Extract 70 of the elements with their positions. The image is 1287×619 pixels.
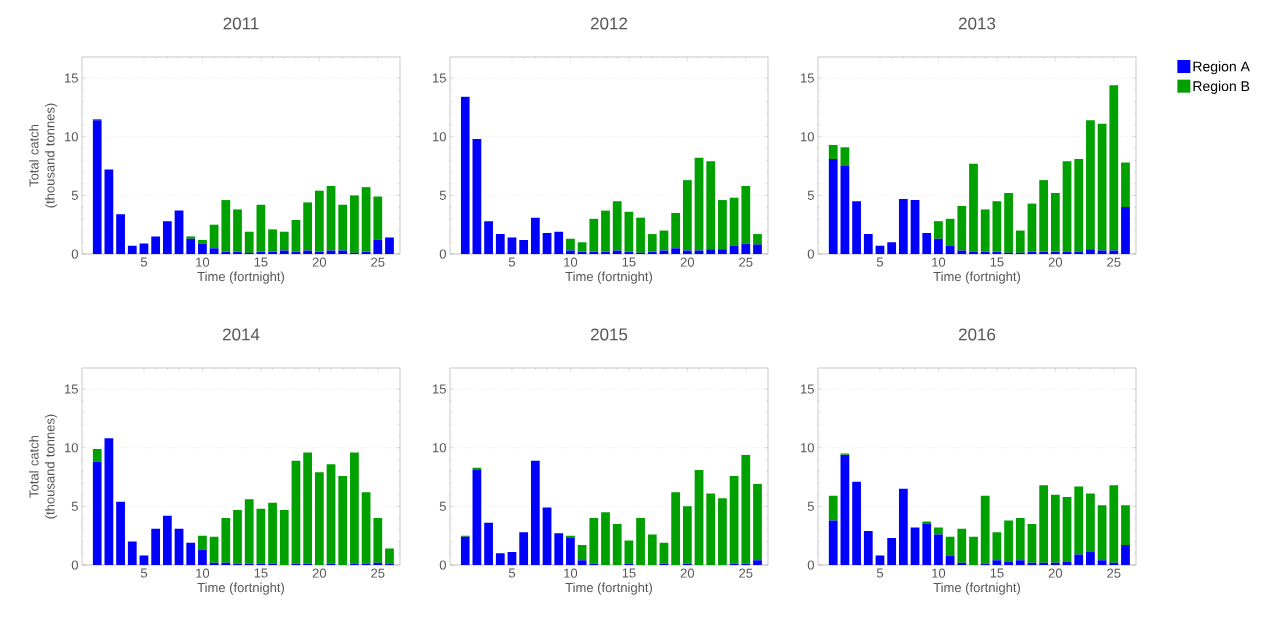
x-tick-label: 20	[312, 568, 327, 578]
y-tick-label: 0	[807, 560, 814, 570]
y-tick-label: 15	[433, 384, 446, 394]
y-tick-label: 5	[439, 501, 446, 511]
y-tick-label: 5	[71, 190, 78, 200]
x-axis-title: Time (fortnight)	[565, 582, 653, 595]
y-tick-label: 0	[71, 249, 78, 259]
x-tick-label: 25	[1107, 568, 1121, 578]
x-axis-title: Time (fortnight)	[565, 271, 653, 284]
chart-title: 2011	[223, 17, 259, 30]
x-axis-title: Time (fortnight)	[197, 582, 285, 595]
x-tick-label: 15	[254, 568, 268, 578]
x-axis-title: Time (fortnight)	[933, 582, 1021, 595]
x-tick-label: 10	[564, 568, 578, 578]
y-tick-label: 15	[65, 73, 78, 83]
chart-title: 2014	[222, 328, 260, 341]
x-tick-label: 5	[140, 568, 148, 578]
y-axis-title: Total catch (thousand tonnes)	[29, 103, 58, 208]
chart-title: 2012	[590, 17, 628, 30]
x-tick-label: 20	[680, 568, 695, 578]
x-tick-label: 25	[371, 568, 385, 578]
y-tick-label: 10	[801, 443, 814, 453]
x-tick-label: 10	[564, 257, 578, 267]
y-tick-label: 15	[801, 73, 814, 83]
legend-label: Region B	[1193, 80, 1250, 94]
x-tick-label: 15	[622, 568, 636, 578]
y-tick-label: 0	[439, 249, 446, 259]
x-tick-label: 5	[140, 257, 148, 267]
x-tick-label: 10	[196, 568, 210, 578]
x-tick-label: 5	[876, 568, 884, 578]
y-tick-label: 15	[801, 384, 814, 394]
y-tick-label: 15	[65, 384, 78, 394]
y-tick-label: 0	[71, 560, 78, 570]
x-tick-label: 15	[254, 257, 268, 267]
x-tick-label: 15	[990, 568, 1004, 578]
y-axis-title: Total catch (thousand tonnes)	[29, 414, 58, 519]
x-tick-label: 5	[876, 257, 884, 267]
y-tick-label: 0	[807, 249, 814, 259]
chart-title: 2016	[958, 328, 996, 341]
x-tick-label: 25	[371, 257, 385, 267]
y-tick-label: 0	[439, 560, 446, 570]
y-tick-label: 5	[71, 501, 78, 511]
x-tick-label: 20	[1048, 257, 1063, 267]
x-tick-label: 10	[932, 568, 946, 578]
chart-title: 2015	[590, 328, 628, 341]
x-axis-title: Time (fortnight)	[197, 271, 285, 284]
y-tick-label: 5	[807, 190, 814, 200]
y-tick-label: 10	[801, 132, 814, 142]
y-tick-label: 15	[433, 73, 446, 83]
legend-label: Region A	[1193, 61, 1250, 75]
x-tick-label: 20	[312, 257, 327, 267]
y-tick-label: 10	[433, 443, 446, 453]
x-tick-label: 25	[739, 568, 753, 578]
x-tick-label: 25	[1107, 257, 1121, 267]
y-tick-label: 10	[433, 132, 446, 142]
chart-title: 2013	[958, 17, 996, 30]
x-tick-label: 25	[739, 257, 753, 267]
y-tick-label: 10	[65, 132, 78, 142]
x-tick-label: 15	[990, 257, 1004, 267]
x-tick-label: 20	[680, 257, 695, 267]
x-tick-label: 5	[508, 568, 516, 578]
x-axis-title: Time (fortnight)	[933, 271, 1021, 284]
x-tick-label: 20	[1048, 568, 1063, 578]
y-tick-label: 5	[807, 501, 814, 511]
x-tick-label: 15	[622, 257, 636, 267]
y-tick-label: 10	[65, 443, 78, 453]
x-tick-label: 10	[932, 257, 946, 267]
y-tick-label: 5	[439, 190, 446, 200]
x-tick-label: 10	[196, 257, 210, 267]
x-tick-label: 5	[508, 257, 516, 267]
